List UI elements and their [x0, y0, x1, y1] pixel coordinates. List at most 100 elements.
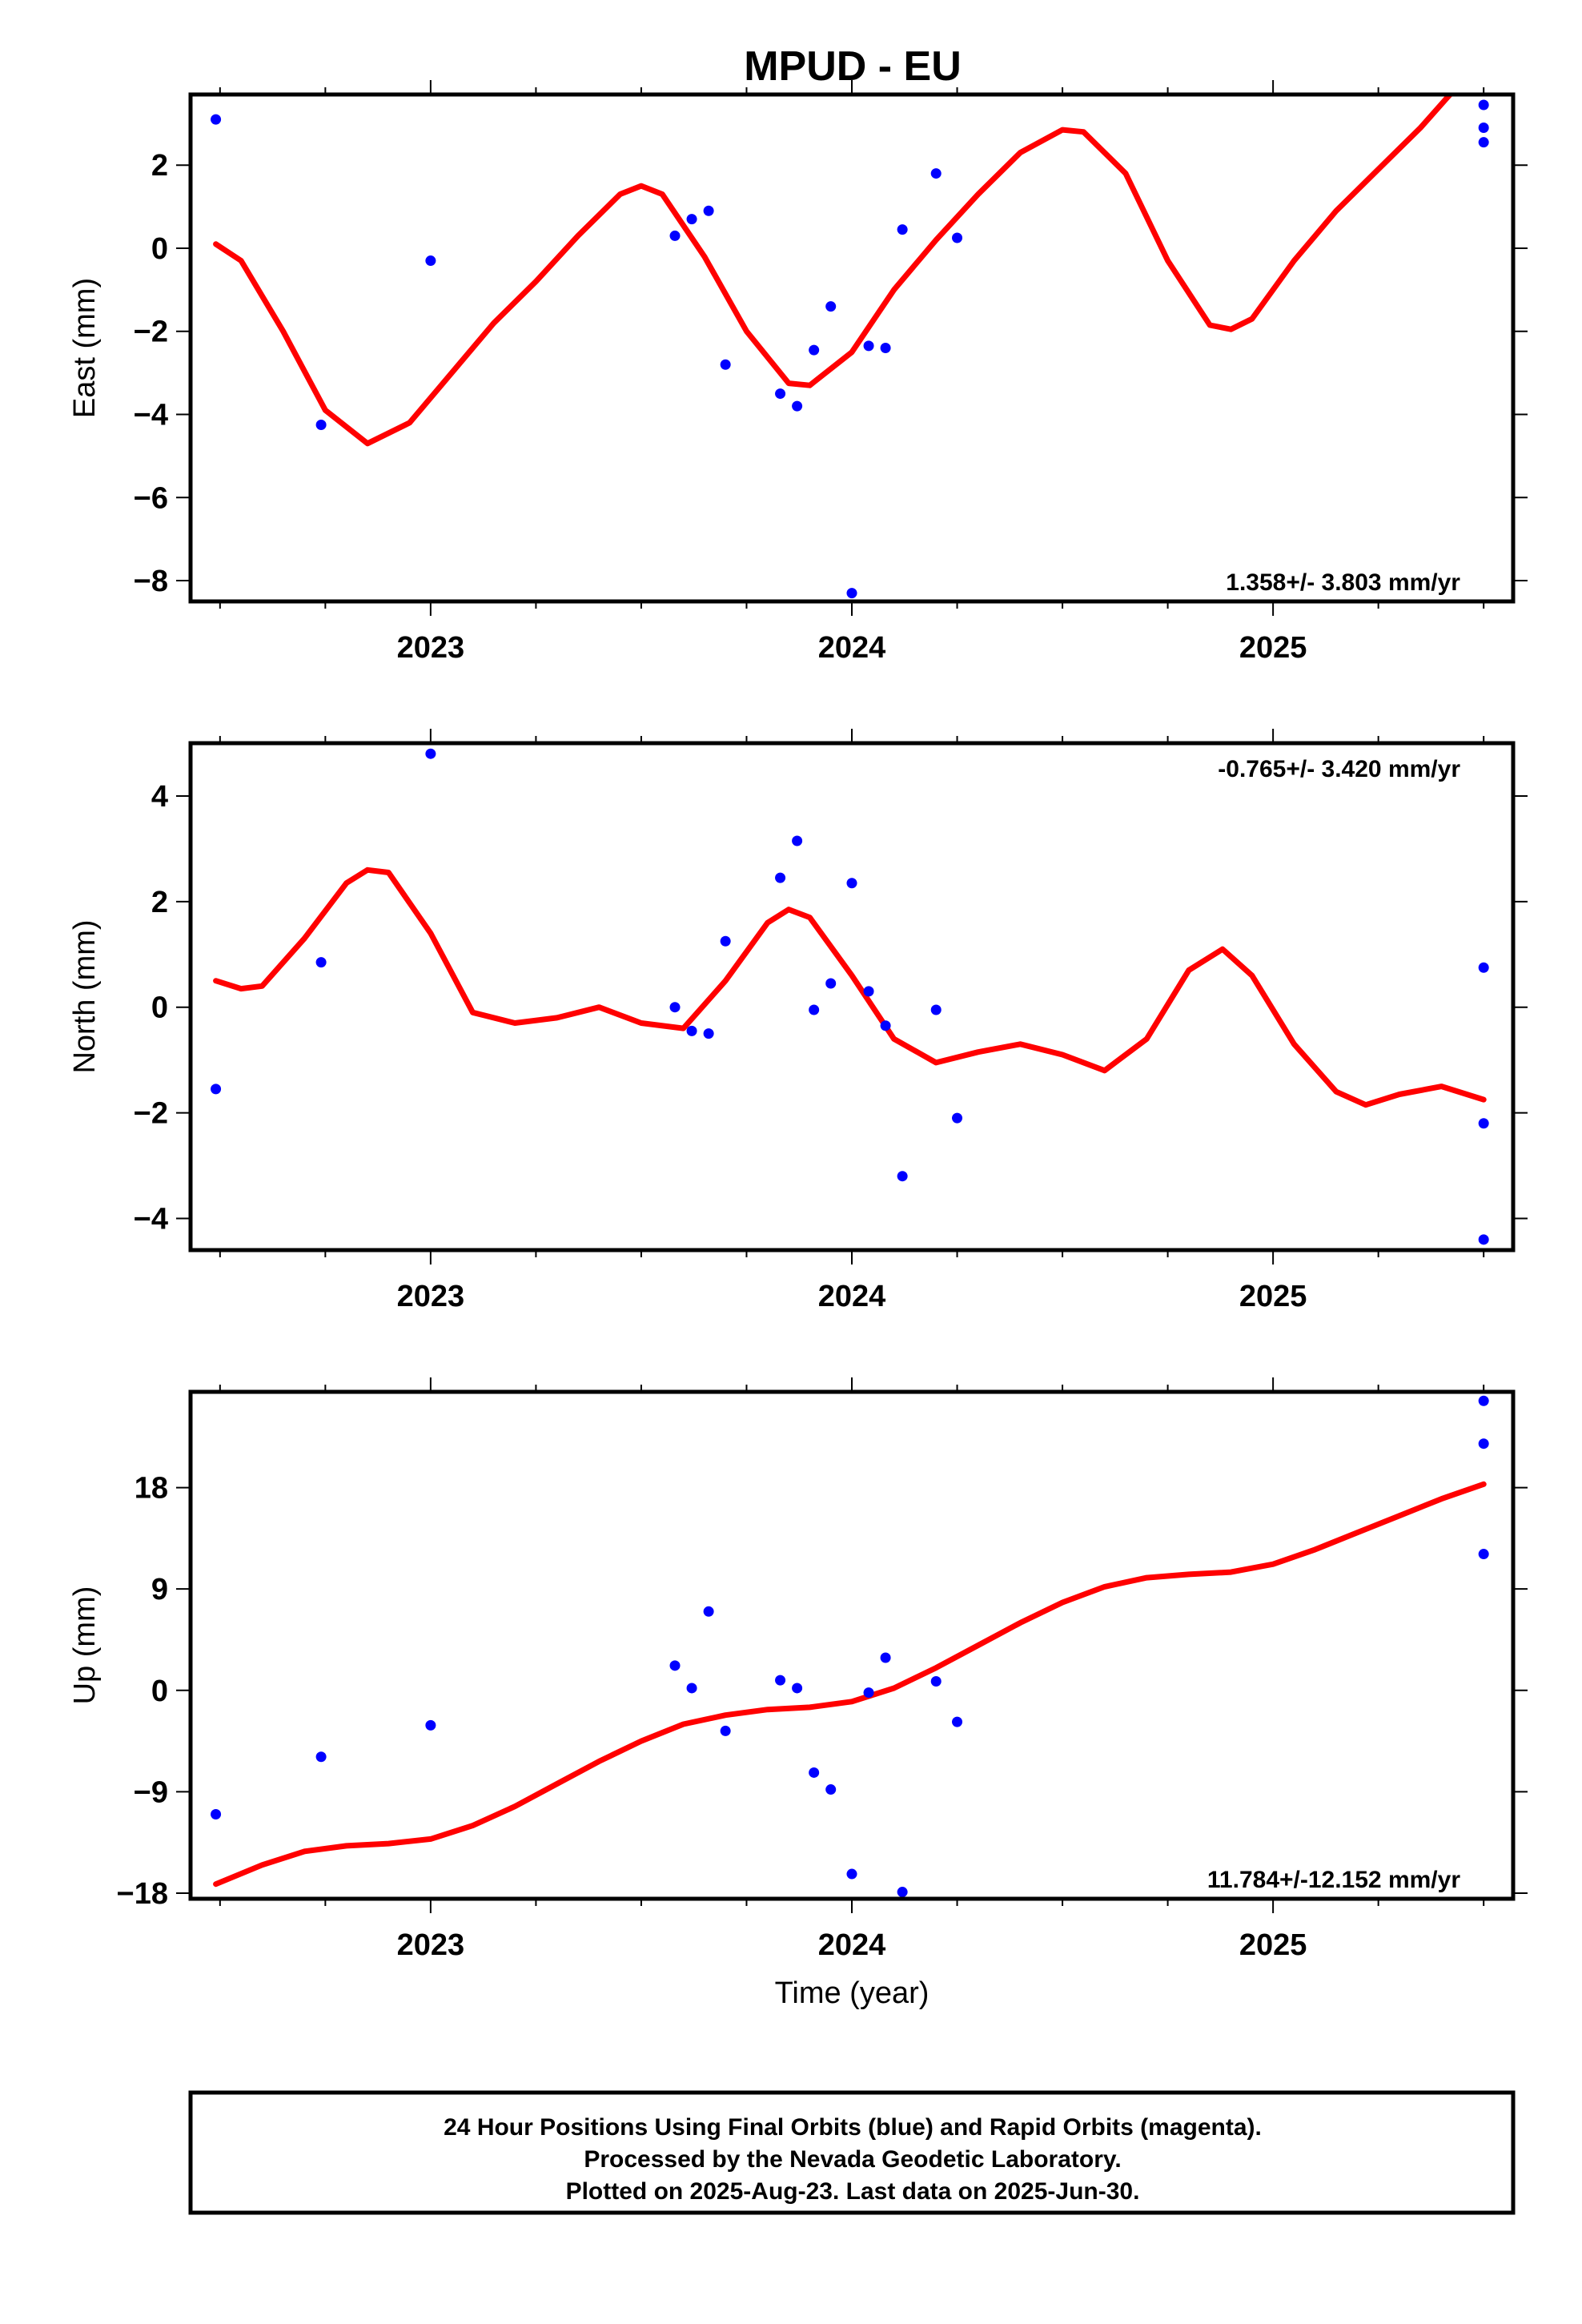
- east-data-point: [846, 588, 857, 599]
- east-x-tick-label: 2025: [1239, 631, 1307, 665]
- up-data-point: [809, 1767, 820, 1778]
- north-data-point: [669, 1002, 681, 1013]
- up-x-tick-label: 2023: [397, 1928, 465, 1962]
- north-data-point: [792, 835, 803, 846]
- north-data-point: [425, 748, 436, 759]
- north-data-point: [952, 1112, 963, 1124]
- east-data-point: [825, 301, 837, 312]
- caption-box: 24 Hour Positions Using Final Orbits (bl…: [188, 2090, 1516, 2215]
- north-panel: 2023 2024 2025 4 2 0 −2 −4 North (mm) -0.765+/- 3…: [68, 729, 1528, 1313]
- north-data-point: [809, 1004, 820, 1015]
- east-y-tick-label: −2: [134, 316, 168, 349]
- north-data-point: [211, 1084, 222, 1095]
- north-data-point: [930, 1004, 942, 1015]
- north-y-tick-label: −2: [134, 1097, 168, 1131]
- up-x-tick-label: 2025: [1239, 1928, 1307, 1962]
- up-y-tick-label: 0: [151, 1675, 168, 1708]
- east-data-point: [1478, 137, 1489, 148]
- up-data-point: [211, 1809, 222, 1819]
- up-plot-frame: [188, 1389, 1516, 1901]
- north-y-axis-label: North (mm): [68, 919, 102, 1073]
- east-x-tick-label: 2023: [397, 631, 465, 665]
- up-data-point: [1478, 1438, 1489, 1449]
- east-rate-annotation: 1.358+/- 3.803 mm/yr: [1226, 569, 1460, 596]
- east-data-point: [930, 168, 942, 179]
- east-data-point: [952, 232, 963, 243]
- up-data-point: [880, 1652, 891, 1663]
- up-y-tick-label: 18: [135, 1472, 168, 1506]
- east-data-point: [703, 205, 714, 216]
- up-data-point: [425, 1719, 436, 1731]
- up-x-axis-label: Time (year): [775, 1976, 930, 2010]
- north-data-point: [703, 1028, 714, 1039]
- east-data-point: [720, 359, 731, 370]
- east-data-point: [1478, 99, 1489, 111]
- up-y-tick-label: 9: [151, 1573, 168, 1606]
- up-data-point: [1478, 1549, 1489, 1560]
- north-y-tick-label: −4: [134, 1202, 168, 1236]
- up-data-point: [703, 1606, 714, 1617]
- east-data-point: [809, 344, 820, 356]
- east-y-tick-label: −4: [134, 399, 168, 432]
- north-rate-annotation: -0.765+/- 3.420 mm/yr: [1218, 756, 1460, 782]
- east-x-tick-label: 2024: [818, 631, 886, 665]
- up-data-point: [792, 1683, 803, 1694]
- east-data-point: [686, 214, 697, 225]
- north-data-point: [880, 1020, 891, 1031]
- north-x-tick-label: 2023: [397, 1280, 465, 1313]
- up-data-point: [669, 1660, 681, 1671]
- up-data-point: [775, 1675, 786, 1686]
- caption-line-2: Processed by the Nevada Geodetic Laborat…: [584, 2146, 1121, 2173]
- north-data-point: [1478, 962, 1489, 973]
- east-y-tick-label: −6: [134, 481, 168, 515]
- up-data-point: [720, 1725, 731, 1736]
- up-data-point: [846, 1868, 857, 1880]
- up-y-tick-label: −18: [117, 1877, 168, 1911]
- east-data-point: [315, 419, 327, 430]
- north-data-point: [775, 872, 786, 883]
- up-tick-marks: [176, 1377, 1528, 1913]
- east-data-point: [669, 230, 681, 241]
- up-data-point: [930, 1676, 942, 1687]
- east-data-point: [792, 400, 803, 412]
- up-y-axis-label: Up (mm): [68, 1586, 102, 1705]
- up-data-point: [863, 1687, 874, 1699]
- north-fit-line: [213, 866, 1487, 1108]
- north-x-tick-label: 2024: [818, 1280, 886, 1313]
- north-x-tick-label: 2025: [1239, 1280, 1307, 1313]
- north-y-tick-label: 4: [151, 780, 168, 814]
- up-y-tick-label: −9: [134, 1775, 168, 1809]
- east-data-point: [775, 388, 786, 400]
- north-y-tick-label: 0: [151, 991, 168, 1025]
- up-data-point: [1478, 1395, 1489, 1406]
- north-tick-marks: [176, 729, 1528, 1265]
- east-data-point: [211, 114, 222, 125]
- east-plot-frame: [188, 92, 1516, 604]
- up-fit-line: [213, 1481, 1487, 1888]
- east-data-point: [425, 255, 436, 267]
- east-y-axis-label: East (mm): [68, 278, 102, 418]
- north-data-point: [686, 1025, 697, 1036]
- up-x-tick-label: 2024: [818, 1928, 886, 1962]
- east-data-point: [1478, 123, 1489, 134]
- north-data-point: [897, 1171, 908, 1182]
- north-y-tick-label: 2: [151, 886, 168, 919]
- east-data-point: [863, 340, 874, 352]
- east-y-tick-label: 2: [151, 149, 168, 183]
- up-data-point: [825, 1784, 837, 1795]
- north-data-point: [315, 957, 327, 968]
- caption-line-1: 24 Hour Positions Using Final Orbits (bl…: [444, 2114, 1262, 2141]
- caption-line-3: Plotted on 2025-Aug-23. Last data on 202…: [566, 2178, 1140, 2205]
- up-data-point: [897, 1887, 908, 1898]
- up-data-point: [952, 1716, 963, 1727]
- up-panel: 2023 2024 2025 18 9 0 −9 −18 Up (mm) Time (year) 1…: [68, 1377, 1528, 2010]
- east-fit-line: [213, 94, 1453, 447]
- north-data-point: [863, 986, 874, 997]
- north-data-point: [720, 935, 731, 947]
- east-panel: 2023 2024 2025 2 0 −2 −4 −6 −8 East (mm) 1.358+/- …: [68, 80, 1528, 665]
- up-rate-annotation: 11.784+/-12.152 mm/yr: [1207, 1867, 1460, 1893]
- up-data-point: [686, 1683, 697, 1694]
- up-data-point: [315, 1751, 327, 1763]
- north-data-point: [1478, 1118, 1489, 1129]
